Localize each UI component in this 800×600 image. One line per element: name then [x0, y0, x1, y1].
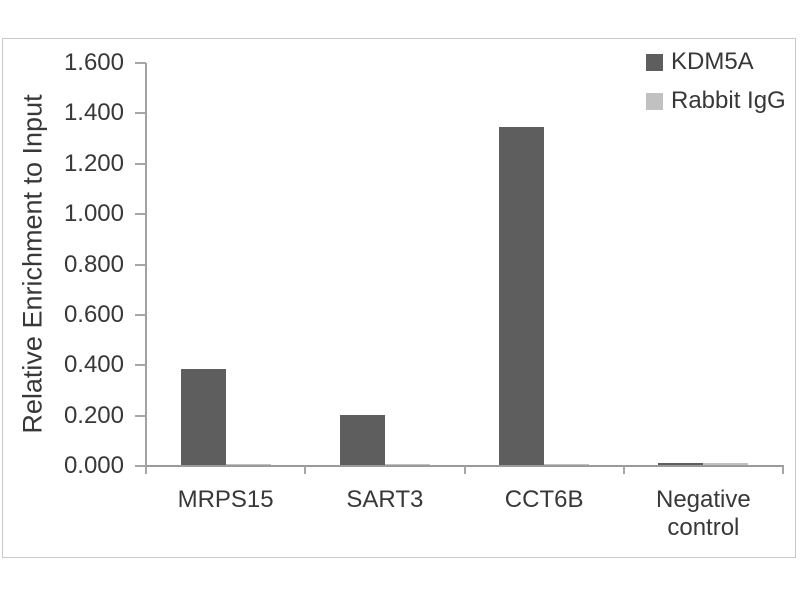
y-tick-mark — [135, 313, 146, 316]
y-tick-mark — [135, 263, 146, 266]
bar-rabbit-igg-mrps15 — [225, 464, 271, 465]
legend: KDM5A Rabbit IgG — [646, 48, 786, 114]
legend-swatch-icon — [646, 92, 663, 110]
legend-item-kdm5a: KDM5A — [646, 48, 786, 75]
x-tick-mark — [463, 466, 466, 474]
y-tick-label: 1.400 — [63, 99, 124, 127]
y-tick-mark — [135, 112, 146, 115]
y-axis-title: Relative Enrichment to Input — [17, 94, 48, 434]
y-tick-label: 0.000 — [63, 452, 124, 479]
bar-rabbit-igg-negative-control — [703, 463, 749, 465]
y-tick-mark — [135, 213, 146, 216]
x-tick-mark — [622, 466, 625, 474]
y-tick-mark — [135, 162, 146, 165]
bar-kdm5a-cct6b — [499, 127, 545, 465]
x-tick-mark — [304, 466, 307, 474]
y-tick-label: 0.600 — [63, 300, 124, 328]
x-category-label: MRPS15 — [177, 486, 274, 513]
y-tick-label: 0.400 — [63, 351, 124, 379]
x-category-label: Negative control — [656, 486, 751, 541]
y-tick-label: 1.600 — [63, 49, 124, 76]
y-tick-mark — [135, 62, 146, 64]
y-tick-label: 1.000 — [63, 200, 124, 228]
legend-item-rabbit-igg: Rabbit IgG — [646, 87, 786, 114]
x-category-label: SART3 — [346, 486, 424, 513]
bar-kdm5a-mrps15 — [180, 369, 226, 465]
y-axis-line — [145, 63, 147, 468]
bar-kdm5a-negative-control — [658, 463, 704, 465]
y-tick-label: 0.800 — [63, 250, 124, 278]
y-tick-label: 1.200 — [63, 149, 124, 177]
legend-swatch-icon — [646, 53, 663, 71]
legend-label: KDM5A — [671, 48, 754, 75]
y-tick-mark — [135, 465, 146, 467]
x-tick-mark — [145, 466, 147, 474]
y-tick-mark — [135, 364, 146, 367]
y-tick-label: 0.200 — [63, 401, 124, 429]
bar-rabbit-igg-sart3 — [384, 464, 430, 465]
bar-rabbit-igg-cct6b — [544, 464, 590, 465]
legend-label: Rabbit IgG — [671, 87, 786, 114]
bar-kdm5a-sart3 — [339, 415, 385, 465]
x-category-label: CCT6B — [504, 486, 584, 513]
chart-frame — [2, 38, 796, 558]
x-tick-mark — [782, 466, 784, 474]
y-tick-mark — [135, 414, 146, 417]
